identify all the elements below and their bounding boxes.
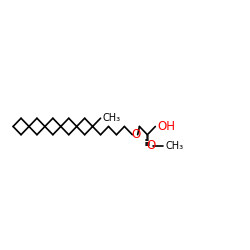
Text: O: O — [146, 140, 156, 152]
Text: CH₃: CH₃ — [102, 113, 120, 123]
Text: OH: OH — [158, 120, 176, 133]
Text: CH₃: CH₃ — [165, 141, 183, 151]
Text: O: O — [131, 128, 140, 141]
